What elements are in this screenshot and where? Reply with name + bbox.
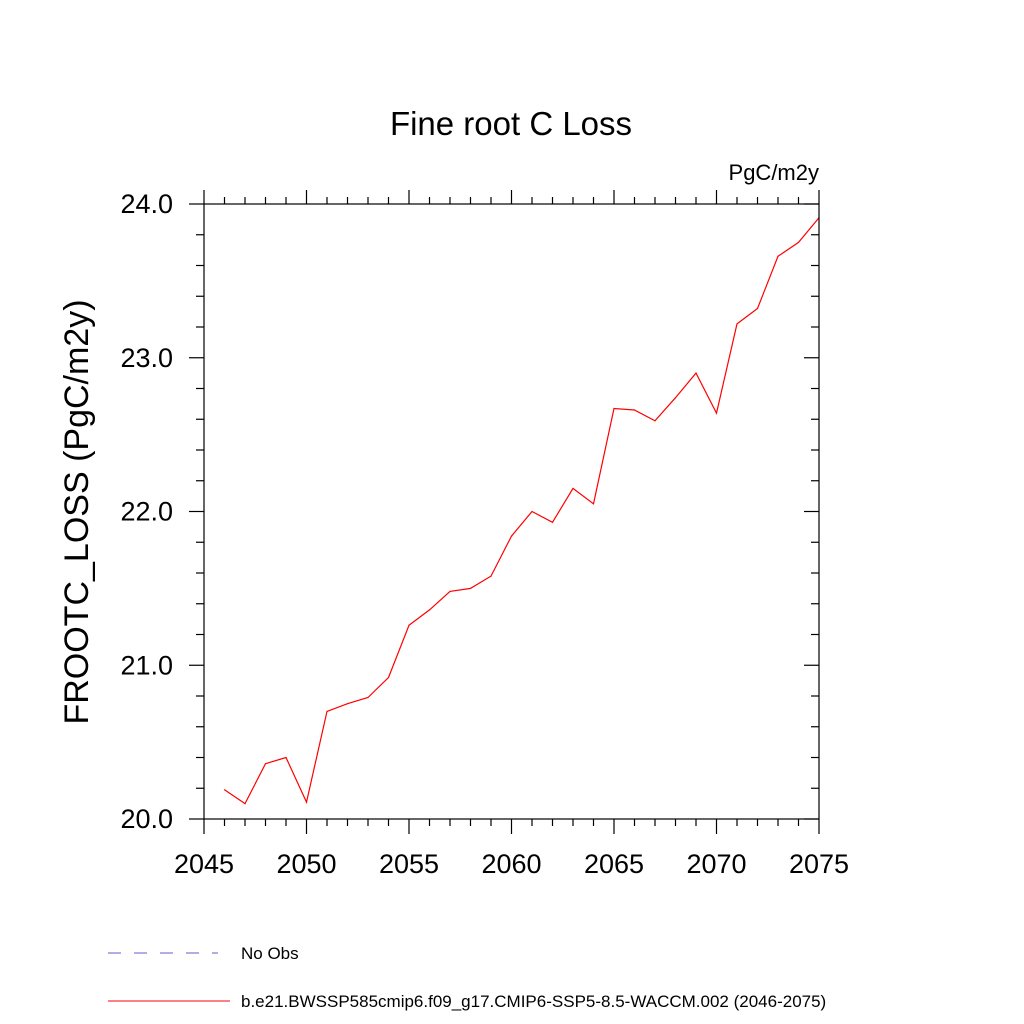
data-point — [285, 756, 287, 759]
units-label: PgC/m2y — [729, 160, 819, 185]
data-point — [715, 412, 718, 414]
y-tick-label: 20.0 — [120, 804, 173, 834]
x-tick-labels: 2045 2050 2055 2060 2065 2070 2075 — [174, 849, 849, 879]
y-tick-label: 23.0 — [120, 343, 173, 373]
data-point — [387, 676, 390, 679]
data-point — [408, 624, 410, 626]
data-point — [695, 372, 697, 374]
chart-title: Fine root C Loss — [390, 105, 632, 142]
data-point — [797, 241, 800, 244]
legend-label-no-obs: No Obs — [241, 944, 299, 963]
data-point — [531, 510, 533, 513]
plot-frame — [203, 203, 820, 820]
data-point — [592, 503, 595, 505]
data-point — [449, 590, 451, 593]
data-point — [469, 587, 472, 589]
data-point — [654, 420, 656, 422]
data-point — [428, 609, 431, 611]
legend: No Obs b.e21.BWSSP585cmip6.f09_g17.CMIP6… — [108, 944, 826, 1011]
data-point — [613, 407, 615, 410]
data-point — [326, 710, 328, 712]
plot-series — [223, 217, 820, 805]
data-point — [490, 575, 492, 577]
data-point — [264, 763, 267, 765]
x-tick-label: 2060 — [481, 849, 541, 879]
x-tick-label: 2075 — [789, 849, 849, 879]
legend-label-model-run: b.e21.BWSSP585cmip6.f09_g17.CMIP6-SSP5-8… — [241, 992, 826, 1011]
data-point — [674, 397, 677, 399]
series-line — [224, 217, 820, 805]
data-point — [510, 535, 513, 537]
data-point — [736, 323, 738, 325]
data-point — [346, 703, 349, 705]
data-point — [244, 803, 246, 805]
x-tick-label: 2045 — [174, 849, 234, 879]
data-point — [756, 307, 759, 310]
x-tick-label: 2050 — [276, 849, 336, 879]
y-tick-label: 22.0 — [120, 497, 173, 527]
data-point — [367, 696, 369, 699]
axis-ticks — [189, 190, 820, 834]
x-tick-label: 2055 — [379, 849, 439, 879]
data-point — [572, 487, 574, 490]
x-tick-label: 2070 — [686, 849, 746, 879]
y-tick-label: 21.0 — [120, 650, 173, 680]
data-point — [777, 255, 779, 257]
y-axis-label: FROOTC_LOSS (PgC/m2y) — [58, 299, 96, 724]
data-point — [305, 801, 308, 803]
data-point — [223, 789, 226, 791]
x-tick-label: 2065 — [584, 849, 644, 879]
y-tick-label: 24.0 — [120, 189, 173, 219]
y-tick-labels: 20.0 21.0 22.0 23.0 24.0 — [120, 189, 173, 834]
data-point — [633, 409, 636, 411]
data-point — [551, 521, 554, 523]
